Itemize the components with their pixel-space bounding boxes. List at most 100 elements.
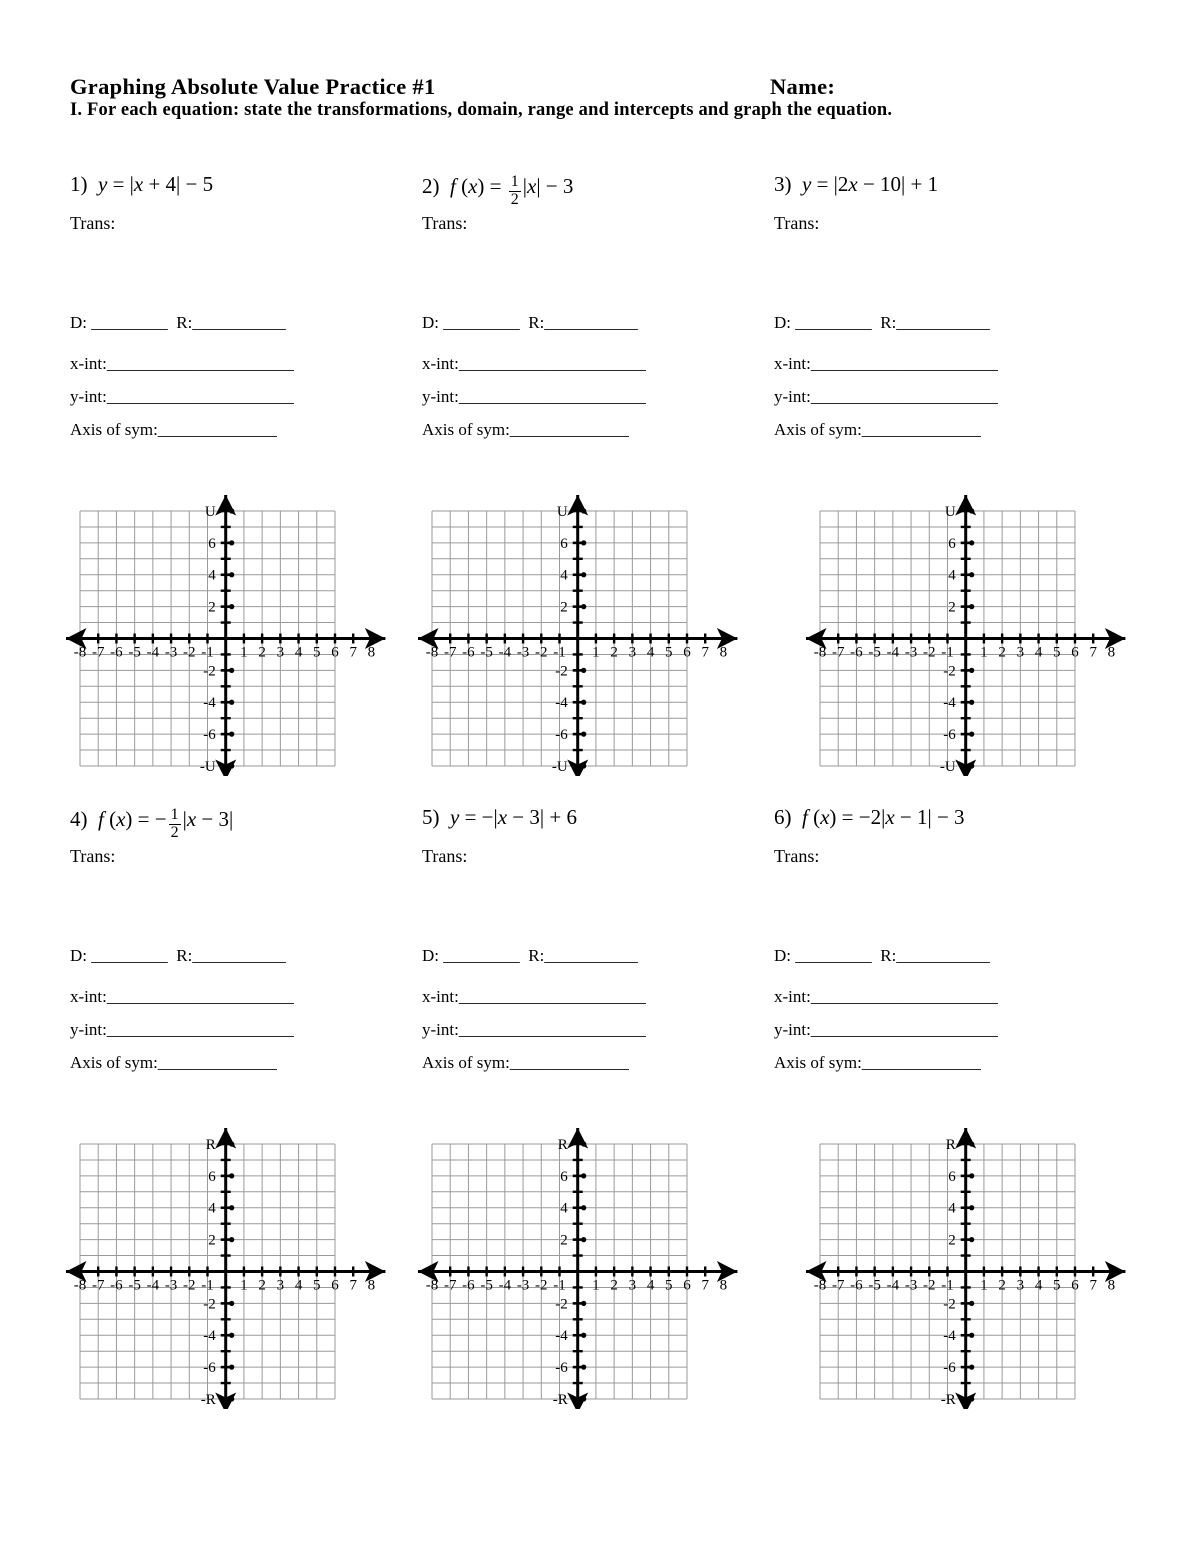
svg-text:1: 1: [980, 1277, 988, 1293]
svg-text:-2: -2: [923, 1277, 935, 1293]
svg-text:-2: -2: [943, 1296, 955, 1312]
svg-text:-4: -4: [555, 1328, 568, 1344]
svg-text:-2: -2: [203, 663, 215, 679]
svg-text:-2: -2: [555, 663, 567, 679]
svg-text:-2: -2: [203, 1296, 215, 1312]
svg-text:-4: -4: [499, 644, 512, 660]
svg-text:-6: -6: [203, 1360, 216, 1376]
svg-text:-6: -6: [850, 644, 863, 660]
svg-text:7: 7: [1089, 1277, 1097, 1293]
svg-text:-2: -2: [943, 663, 955, 679]
svg-text:-2: -2: [183, 644, 195, 660]
svg-text:4: 4: [560, 1201, 568, 1217]
svg-text:-6: -6: [943, 727, 956, 743]
svg-text:6: 6: [560, 1169, 568, 1185]
svg-text:4: 4: [948, 1201, 956, 1217]
svg-text:-6: -6: [850, 1277, 863, 1293]
svg-text:4: 4: [647, 644, 655, 660]
svg-text:1: 1: [592, 1277, 600, 1293]
svg-text:-3: -3: [165, 644, 177, 660]
svg-text:5: 5: [1053, 1277, 1061, 1293]
svg-text:3: 3: [629, 1277, 637, 1293]
svg-text:1: 1: [240, 1277, 248, 1293]
svg-text:-6: -6: [110, 644, 123, 660]
svg-text:4: 4: [647, 1277, 655, 1293]
svg-text:6: 6: [331, 1277, 339, 1293]
svg-text:6: 6: [1071, 644, 1079, 660]
svg-text:-R: -R: [201, 1392, 216, 1408]
svg-text:7: 7: [349, 644, 357, 660]
svg-text:8: 8: [368, 1277, 376, 1293]
svg-text:U: U: [205, 504, 216, 520]
svg-text:3: 3: [277, 644, 285, 660]
svg-text:3: 3: [1017, 1277, 1025, 1293]
svg-text:-4: -4: [943, 1328, 956, 1344]
svg-text:-3: -3: [905, 1277, 917, 1293]
svg-text:8: 8: [1108, 644, 1116, 660]
svg-text:-2: -2: [923, 644, 935, 660]
svg-text:8: 8: [368, 644, 376, 660]
svg-text:-R: -R: [553, 1392, 568, 1408]
svg-text:4: 4: [208, 1201, 216, 1217]
svg-text:-6: -6: [943, 1360, 956, 1376]
svg-text:-5: -5: [868, 644, 880, 660]
svg-text:-4: -4: [555, 695, 568, 711]
svg-text:7: 7: [1089, 644, 1097, 660]
svg-text:-6: -6: [462, 1277, 475, 1293]
svg-text:-2: -2: [535, 1277, 547, 1293]
svg-text:-R: -R: [941, 1392, 956, 1408]
svg-text:6: 6: [208, 536, 216, 552]
svg-text:-8: -8: [426, 1277, 438, 1293]
svg-text:2: 2: [948, 600, 955, 616]
svg-text:-5: -5: [480, 644, 492, 660]
svg-text:-7: -7: [444, 644, 457, 660]
svg-text:-5: -5: [128, 644, 140, 660]
svg-text:4: 4: [1035, 1277, 1043, 1293]
svg-text:-1: -1: [201, 644, 213, 660]
svg-text:5: 5: [313, 644, 321, 660]
svg-text:-8: -8: [814, 644, 826, 660]
svg-text:-2: -2: [183, 1277, 195, 1293]
svg-text:5: 5: [313, 1277, 321, 1293]
svg-text:8: 8: [1108, 1277, 1116, 1293]
svg-text:3: 3: [1017, 644, 1025, 660]
svg-text:-1: -1: [201, 1277, 213, 1293]
svg-text:-3: -3: [517, 1277, 529, 1293]
svg-text:-3: -3: [517, 644, 529, 660]
svg-text:-7: -7: [92, 1277, 105, 1293]
svg-text:R: R: [558, 1137, 568, 1153]
svg-text:-4: -4: [147, 1277, 160, 1293]
svg-text:5: 5: [665, 1277, 673, 1293]
svg-text:5: 5: [665, 644, 673, 660]
svg-text:-6: -6: [462, 644, 475, 660]
svg-text:4: 4: [1035, 644, 1043, 660]
svg-text:-1: -1: [553, 1277, 565, 1293]
svg-text:-8: -8: [814, 1277, 826, 1293]
svg-text:-7: -7: [444, 1277, 457, 1293]
svg-text:-4: -4: [499, 1277, 512, 1293]
svg-text:-U: -U: [200, 759, 216, 775]
svg-text:2: 2: [258, 644, 266, 660]
svg-text:U: U: [945, 504, 956, 520]
svg-text:4: 4: [295, 644, 303, 660]
svg-text:2: 2: [258, 1277, 266, 1293]
svg-text:-8: -8: [74, 644, 86, 660]
svg-text:4: 4: [560, 568, 568, 584]
svg-text:2: 2: [610, 644, 618, 660]
svg-text:6: 6: [683, 1277, 691, 1293]
svg-text:2: 2: [560, 600, 567, 616]
svg-text:2: 2: [560, 1233, 567, 1249]
svg-text:1: 1: [592, 644, 600, 660]
svg-text:-2: -2: [535, 644, 547, 660]
svg-text:6: 6: [208, 1169, 216, 1185]
svg-text:-6: -6: [203, 727, 216, 743]
svg-text:-7: -7: [832, 1277, 845, 1293]
svg-text:-4: -4: [203, 1328, 216, 1344]
svg-text:6: 6: [683, 644, 691, 660]
svg-text:-6: -6: [555, 1360, 568, 1376]
svg-text:-2: -2: [555, 1296, 567, 1312]
svg-text:-1: -1: [553, 644, 565, 660]
svg-text:4: 4: [208, 568, 216, 584]
svg-text:-6: -6: [110, 1277, 123, 1293]
svg-text:-3: -3: [905, 644, 917, 660]
